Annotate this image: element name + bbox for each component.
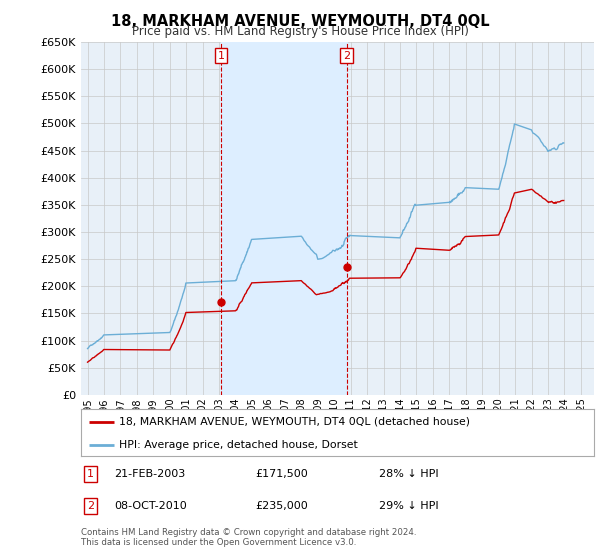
Text: 08-OCT-2010: 08-OCT-2010: [115, 501, 187, 511]
Text: 2: 2: [86, 501, 94, 511]
Text: 1: 1: [218, 50, 224, 60]
Text: 29% ↓ HPI: 29% ↓ HPI: [379, 501, 438, 511]
Text: Price paid vs. HM Land Registry's House Price Index (HPI): Price paid vs. HM Land Registry's House …: [131, 25, 469, 38]
Text: 18, MARKHAM AVENUE, WEYMOUTH, DT4 0QL (detached house): 18, MARKHAM AVENUE, WEYMOUTH, DT4 0QL (d…: [119, 417, 470, 427]
Text: 21-FEB-2003: 21-FEB-2003: [115, 469, 185, 479]
Text: £235,000: £235,000: [256, 501, 308, 511]
Bar: [221, 42, 347, 395]
Text: 2: 2: [343, 50, 350, 60]
Text: 18, MARKHAM AVENUE, WEYMOUTH, DT4 0QL: 18, MARKHAM AVENUE, WEYMOUTH, DT4 0QL: [110, 14, 490, 29]
Text: 1: 1: [87, 469, 94, 479]
Text: HPI: Average price, detached house, Dorset: HPI: Average price, detached house, Dors…: [119, 440, 358, 450]
Text: Contains HM Land Registry data © Crown copyright and database right 2024.
This d: Contains HM Land Registry data © Crown c…: [81, 528, 416, 547]
Text: 28% ↓ HPI: 28% ↓ HPI: [379, 469, 438, 479]
Text: £171,500: £171,500: [256, 469, 308, 479]
